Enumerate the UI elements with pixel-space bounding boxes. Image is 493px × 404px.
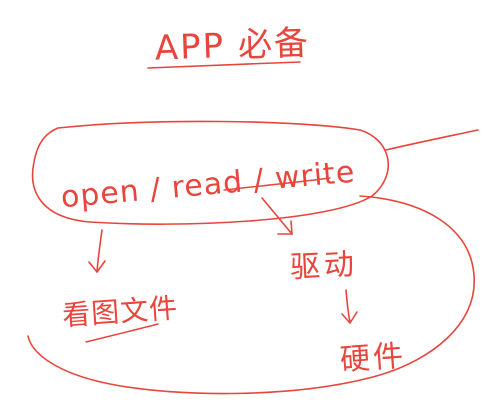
interface-calls-text: open / read / write — [60, 155, 357, 216]
write-underline — [223, 177, 331, 191]
driver-arrow-head — [277, 220, 293, 235]
hardware-arrow-head — [341, 311, 358, 324]
left-arrow-head — [88, 260, 106, 273]
title-text: APP 必备 — [154, 23, 310, 68]
title-underline — [147, 61, 301, 69]
left-arrow-shaft — [96, 229, 103, 273]
left-target-underline — [85, 323, 159, 343]
driver-arrow-shaft — [261, 197, 293, 235]
oval-tail-line — [385, 129, 479, 151]
outer-loop — [27, 195, 475, 395]
hardware-text: 硬件 — [339, 339, 407, 379]
left-target-text: 看图文件 — [61, 291, 179, 332]
interface-oval — [31, 120, 389, 225]
hardware-arrow-shaft — [345, 289, 351, 323]
driver-text: 驱动 — [289, 247, 359, 286]
